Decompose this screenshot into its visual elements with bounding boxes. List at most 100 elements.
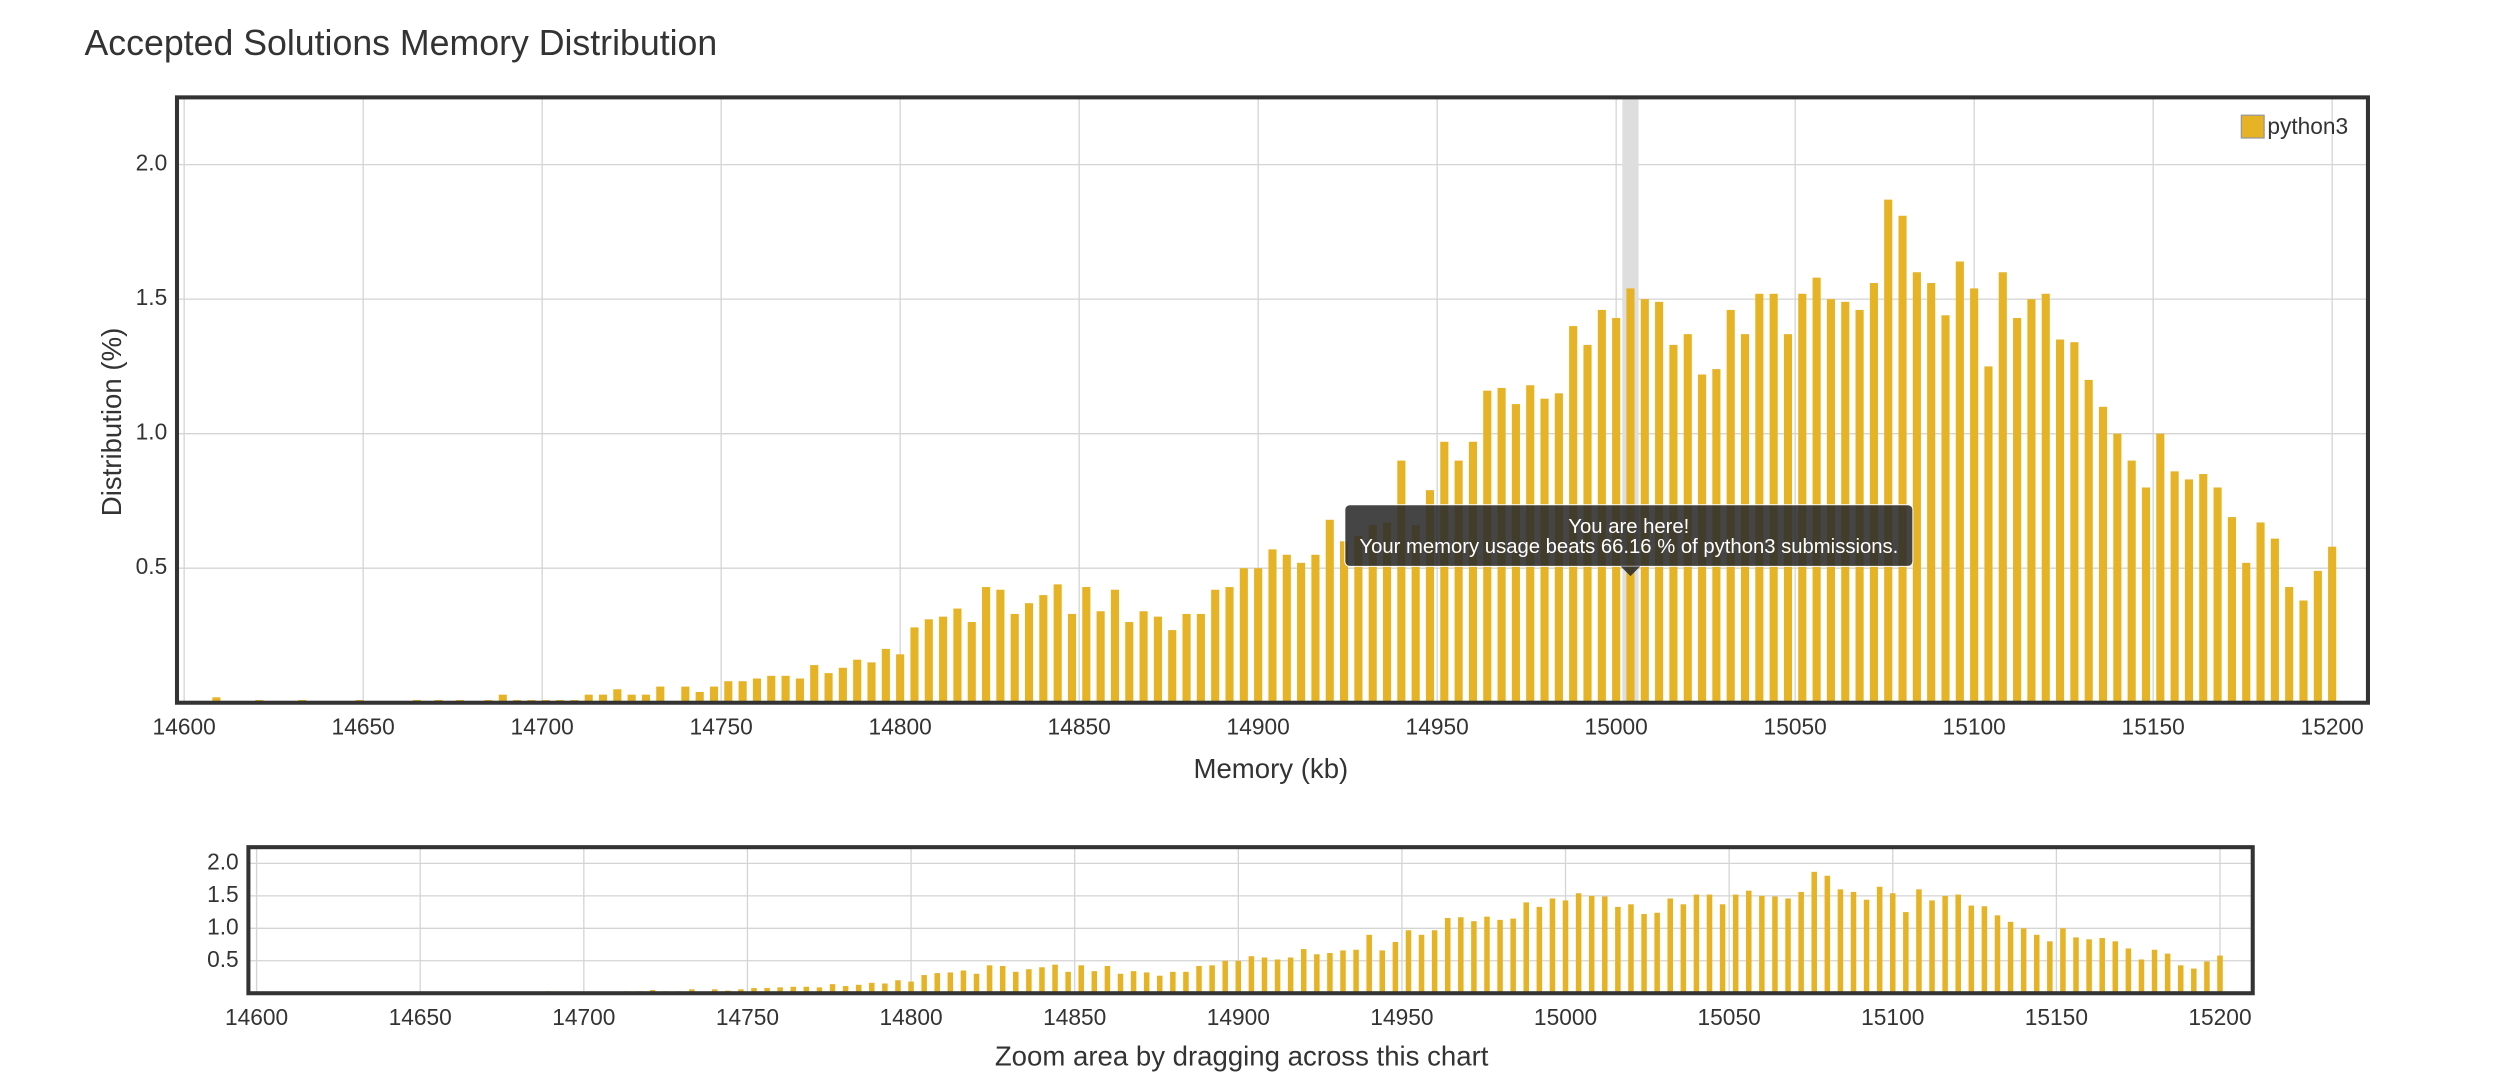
bar	[781, 675, 790, 703]
bar	[810, 665, 819, 703]
bar	[1769, 293, 1778, 703]
bar	[2299, 600, 2308, 703]
bar	[1916, 889, 1922, 994]
bar	[1327, 952, 1333, 994]
bar	[1510, 918, 1516, 994]
bar	[2170, 471, 2179, 703]
bar	[1425, 490, 1435, 703]
bar	[1468, 441, 1478, 703]
bar	[869, 982, 875, 994]
bar	[1471, 921, 1477, 994]
bar	[1942, 895, 1948, 994]
bar	[1418, 934, 1425, 994]
bar	[1562, 900, 1569, 994]
bar	[1955, 894, 1961, 994]
x-tick-label: 14600	[225, 1004, 288, 1030]
bar	[1366, 934, 1372, 994]
bar	[1837, 889, 1844, 994]
legend-label: python3	[2267, 113, 2348, 139]
bar	[2199, 474, 2208, 703]
bar	[1732, 894, 1739, 994]
x-tick-label: 14650	[332, 714, 395, 740]
bar	[1325, 519, 1334, 703]
bar	[896, 654, 905, 703]
x-tick-label: 15050	[1764, 714, 1827, 740]
bar	[2328, 546, 2337, 703]
x-tick-label: 14750	[716, 1004, 779, 1030]
bar	[838, 667, 847, 703]
bar	[1615, 906, 1621, 994]
bar	[1826, 299, 1836, 703]
bar	[829, 984, 836, 994]
x-tick-label: 15200	[2188, 1004, 2251, 1030]
bar	[212, 697, 221, 703]
bar	[1053, 584, 1062, 703]
bar	[1354, 535, 1363, 703]
chart-title: Accepted Solutions Memory Distribution	[84, 23, 717, 63]
bar	[1254, 568, 1263, 703]
bar	[627, 694, 636, 703]
x-tick-label: 14950	[1406, 714, 1469, 740]
bar	[681, 686, 690, 703]
bar	[855, 984, 862, 994]
bar	[1405, 930, 1412, 994]
bar	[2164, 953, 2171, 994]
bar	[1392, 941, 1399, 994]
bar	[1397, 460, 1406, 703]
bar	[1261, 957, 1268, 994]
bar	[1282, 554, 1291, 703]
bar	[1297, 562, 1306, 703]
x-tick-label: 15100	[1943, 714, 2006, 740]
bar	[598, 694, 608, 703]
bar	[1484, 916, 1490, 994]
bar	[1798, 891, 1804, 994]
bar	[1602, 896, 1608, 994]
y-tick-label: 1.0	[136, 419, 168, 445]
bar	[1024, 603, 1034, 703]
bar	[2125, 948, 2132, 994]
bar	[1970, 288, 1979, 703]
x-tick-label: 14650	[389, 1004, 452, 1030]
bar	[1096, 611, 1105, 703]
bar	[1013, 971, 1019, 994]
bar	[867, 662, 876, 703]
bar	[641, 694, 651, 703]
bar	[1994, 915, 2001, 994]
bar	[996, 589, 1005, 703]
bar	[2099, 938, 2105, 994]
y-tick-label: 1.0	[207, 913, 239, 939]
bar	[1168, 630, 1177, 703]
bar	[999, 965, 1006, 994]
bar	[2027, 299, 2036, 703]
tooltip-pointer	[1620, 566, 1641, 577]
x-tick-label: 14950	[1370, 1004, 1433, 1030]
bar	[1411, 525, 1420, 703]
bar	[1640, 299, 1649, 703]
bar	[1719, 904, 1726, 994]
plot-border	[246, 845, 2255, 996]
bar	[1869, 283, 1878, 703]
bar	[1382, 522, 1392, 703]
bar	[1588, 895, 1595, 994]
bar	[2098, 406, 2108, 703]
x-tick-label: 14800	[869, 714, 932, 740]
bar	[738, 681, 747, 703]
bar	[724, 681, 733, 703]
bar	[1968, 905, 1975, 994]
bar	[1444, 917, 1451, 994]
bar	[2285, 587, 2294, 703]
bar	[1340, 950, 1346, 994]
bar	[1706, 894, 1713, 994]
bar	[1091, 971, 1098, 994]
bar	[1125, 622, 1134, 703]
bar	[2204, 961, 2210, 994]
bar	[1052, 964, 1058, 994]
bar	[947, 972, 954, 994]
bar	[1998, 272, 2007, 703]
bar	[824, 673, 833, 703]
bar	[1811, 871, 1817, 994]
bar	[816, 987, 823, 994]
bar	[1912, 272, 1921, 703]
bar	[656, 686, 665, 703]
bar	[1156, 975, 1163, 994]
